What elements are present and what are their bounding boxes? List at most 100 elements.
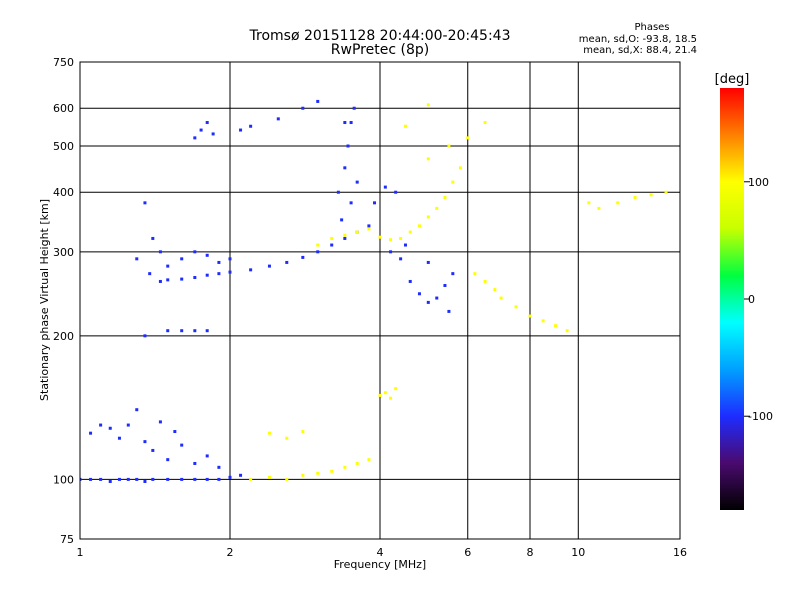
data-point-x <box>483 121 487 125</box>
data-point-x <box>587 201 591 205</box>
data-point-o <box>151 477 155 481</box>
colorbar <box>720 88 744 510</box>
data-point-o <box>173 430 177 434</box>
data-point-o <box>126 423 130 427</box>
data-point-o <box>193 250 197 254</box>
data-point-o <box>143 440 147 444</box>
data-point-x <box>267 475 271 479</box>
data-points <box>80 99 668 483</box>
data-point-o <box>166 264 170 268</box>
data-point-x <box>528 314 532 318</box>
data-point-o <box>301 106 305 110</box>
data-point-o <box>451 272 455 276</box>
data-point-o <box>166 329 170 333</box>
data-point-x <box>394 387 398 391</box>
data-point-o <box>349 121 353 125</box>
data-point-o <box>143 334 147 338</box>
data-point-x <box>443 195 447 199</box>
data-point-o <box>228 257 232 261</box>
y-tick-label: 200 <box>53 330 74 343</box>
data-point-x <box>389 396 393 400</box>
y-tick-label: 750 <box>53 56 74 69</box>
y-tick-label: 400 <box>53 186 74 199</box>
data-point-o <box>276 117 280 121</box>
data-point-o <box>166 458 170 462</box>
data-point-x <box>316 471 320 475</box>
data-point-o <box>417 292 421 296</box>
data-point-x <box>343 465 347 469</box>
data-point-o <box>180 443 184 447</box>
colorbar-tick-label: 0 <box>748 293 755 306</box>
data-point-o <box>180 477 184 481</box>
y-tick-label: 500 <box>53 140 74 153</box>
data-point-o <box>367 224 371 228</box>
y-tick-label: 100 <box>53 473 74 486</box>
data-point-o <box>205 477 209 481</box>
data-point-x <box>285 436 289 440</box>
data-point-o <box>249 124 253 128</box>
data-point-o <box>99 423 103 427</box>
data-point-o <box>228 475 232 479</box>
data-point-o <box>343 166 347 170</box>
data-point-x <box>367 458 371 462</box>
data-point-o <box>193 136 197 140</box>
data-point-x <box>597 206 601 210</box>
data-point-x <box>330 236 334 240</box>
data-point-o <box>143 201 147 205</box>
data-point-x <box>301 430 305 434</box>
data-point-x <box>367 227 371 231</box>
data-point-o <box>205 329 209 333</box>
data-point-o <box>135 477 139 481</box>
data-point-o <box>211 132 215 136</box>
data-point-o <box>239 128 243 132</box>
data-point-x <box>553 324 557 328</box>
data-point-x <box>383 391 387 395</box>
data-point-x <box>267 431 271 435</box>
data-point-x <box>426 157 430 161</box>
data-point-o <box>205 253 209 257</box>
data-point-x <box>499 296 503 300</box>
data-point-o <box>394 190 398 194</box>
data-point-o <box>443 283 447 287</box>
data-point-x <box>473 272 477 276</box>
plot-frame <box>79 61 681 540</box>
data-point-o <box>151 236 155 240</box>
stats-o: mean, sd,O: -93.8, 18.5 <box>579 34 697 45</box>
data-point-o <box>158 279 162 283</box>
chart-subtitle: RwPretec (8p) <box>331 42 429 58</box>
colorbar-tick-label: 100 <box>748 176 769 189</box>
data-point-o <box>158 250 162 254</box>
data-point-o <box>205 121 209 125</box>
data-point-o <box>135 257 139 261</box>
data-point-o <box>373 201 377 205</box>
data-point-o <box>403 243 407 247</box>
colorbar-label: [deg] <box>715 72 750 87</box>
data-point-o <box>193 477 197 481</box>
data-point-x <box>249 477 253 481</box>
data-point-o <box>301 255 305 259</box>
data-point-x <box>633 195 637 199</box>
data-point-o <box>108 479 112 483</box>
x-tick-label: 8 <box>527 546 534 559</box>
data-point-x <box>493 288 497 292</box>
x-tick-label: 16 <box>673 546 687 559</box>
x-tick-label: 6 <box>464 546 471 559</box>
data-point-o <box>180 277 184 281</box>
x-tick-label: 1 <box>77 546 84 559</box>
data-point-o <box>117 436 121 440</box>
data-point-x <box>417 224 421 228</box>
data-point-o <box>151 448 155 452</box>
data-point-x <box>355 461 359 465</box>
data-point-o <box>205 454 209 458</box>
data-point-o <box>336 190 340 194</box>
data-point-o <box>389 250 393 254</box>
data-point-o <box>447 309 451 313</box>
data-point-o <box>217 260 221 264</box>
data-point-x <box>483 279 487 283</box>
data-point-o <box>193 329 197 333</box>
data-point-o <box>249 268 253 272</box>
data-point-o <box>99 477 103 481</box>
data-point-x <box>330 469 334 473</box>
data-point-x <box>458 166 462 170</box>
